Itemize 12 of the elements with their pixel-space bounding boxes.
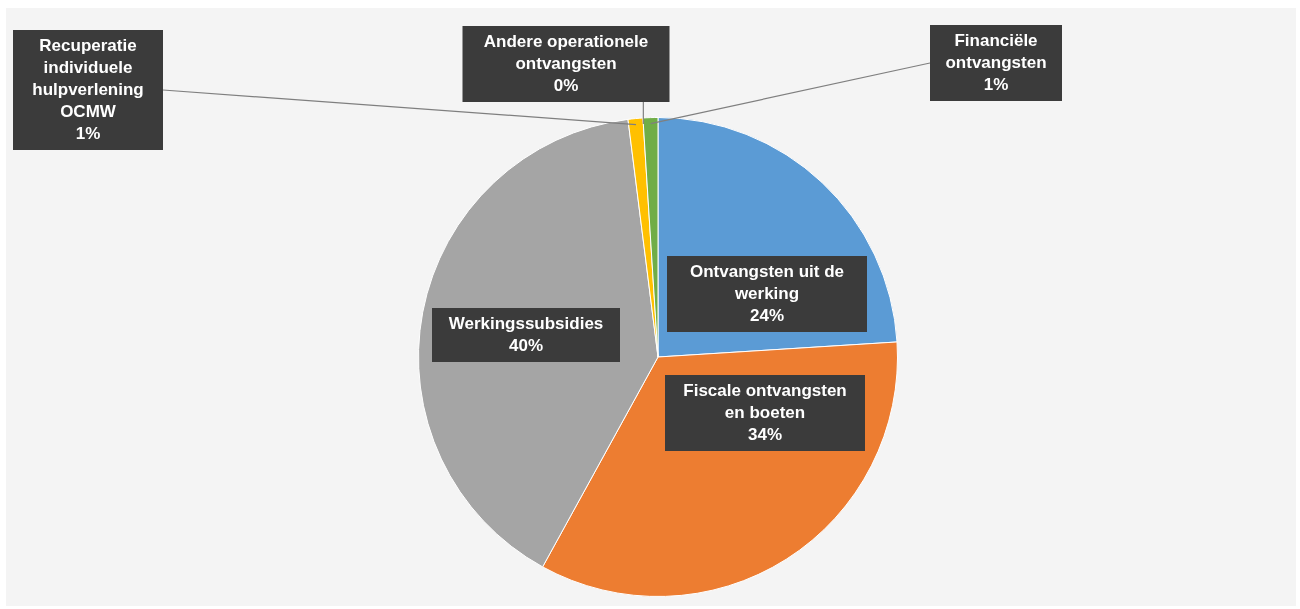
text: 0% <box>553 75 579 95</box>
data-label: 24% <box>749 305 785 325</box>
slice-label: Fiscale ontvangsten en boeten <box>683 380 847 422</box>
data-label: 34% <box>747 424 783 444</box>
category-label: Andere operationele ontvangsten <box>483 31 649 73</box>
slice-label: Ontvangsten uit de werking <box>690 261 844 303</box>
data-label: 1% <box>75 123 101 143</box>
data-label: 40% <box>508 335 544 355</box>
slice-label: Werkingssubsidies <box>448 313 604 333</box>
slice-label: Recuperatie individuele hulpverlening OCMW <box>32 35 144 121</box>
data-label: 1% <box>983 74 1009 94</box>
slice-label: Financiële ontvangsten <box>945 30 1047 72</box>
